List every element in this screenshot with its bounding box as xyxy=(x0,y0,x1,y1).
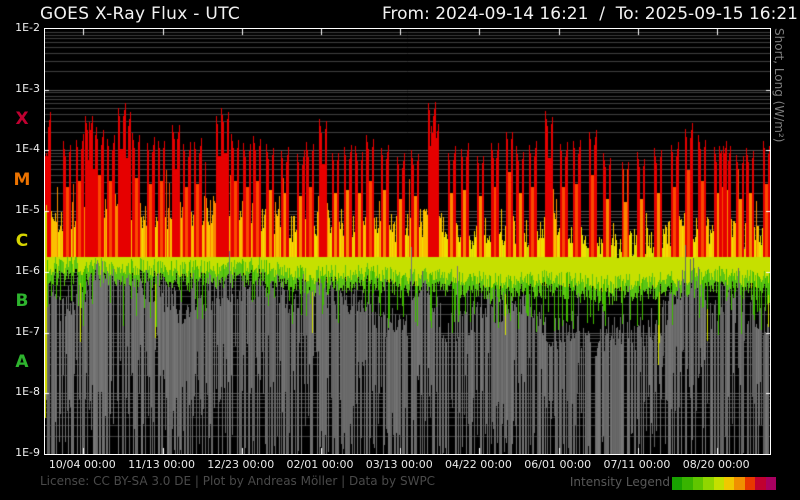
flux-class-label-a: A xyxy=(15,351,29,372)
x-tick-label: 10/04 00:00 xyxy=(48,458,116,471)
y-tick-label: 1E-3 xyxy=(15,81,40,95)
legend-color-segment xyxy=(744,477,756,490)
plot-frame xyxy=(44,28,771,455)
y-tick-label: 1E-9 xyxy=(15,446,40,459)
y-tick-label: 1E-8 xyxy=(15,385,40,399)
right-axis-label: Short, Long (W/m²) xyxy=(772,28,786,143)
x-tick-label: 11/13 00:00 xyxy=(128,458,195,471)
y-tick-label: 1E-2 xyxy=(15,21,40,34)
legend-color-segment xyxy=(713,477,725,490)
legend-color-segment xyxy=(734,477,745,490)
intensity-legend-gradient xyxy=(672,477,777,490)
legend-color-segment xyxy=(765,477,777,490)
y-tick-label: 1E-6 xyxy=(15,263,40,277)
page-title: GOES X-Ray Flux - UTC xyxy=(40,4,241,24)
intensity-legend-label: Intensity Legend xyxy=(569,475,670,489)
xray-flux-plot-canvas xyxy=(45,29,770,454)
license-text: License: CC BY-SA 3.0 DE | Plot by Andre… xyxy=(40,474,436,488)
y-tick-label: 1E-5 xyxy=(15,203,40,217)
x-tick-label: 06/01 00:00 xyxy=(524,458,592,471)
x-tick-label: 04/22 00:00 xyxy=(445,458,512,471)
x-tick-label: 02/01 00:00 xyxy=(286,458,354,471)
legend-color-segment xyxy=(682,477,693,490)
flux-class-label-m: M xyxy=(13,169,31,190)
x-tick-label: 12/23 00:00 xyxy=(207,458,275,471)
y-tick-label: 1E-7 xyxy=(15,324,40,338)
legend-color-segment xyxy=(692,477,704,490)
legend-color-segment xyxy=(755,477,766,490)
y-tick-label: 1E-4 xyxy=(15,142,40,156)
flux-class-label-c: C xyxy=(15,230,29,251)
legend-color-segment xyxy=(672,477,683,490)
x-tick-label: 08/20 00:00 xyxy=(682,458,750,471)
legend-color-segment xyxy=(724,477,735,490)
legend-color-segment xyxy=(703,477,714,490)
x-tick-label: 03/13 00:00 xyxy=(365,458,433,471)
time-range-label: From: 2024-09-14 16:21 / To: 2025-09-15 … xyxy=(381,4,798,24)
flux-class-label-b: B xyxy=(15,291,29,312)
flux-class-label-x: X xyxy=(15,109,29,130)
x-tick-label: 07/11 00:00 xyxy=(603,458,671,471)
